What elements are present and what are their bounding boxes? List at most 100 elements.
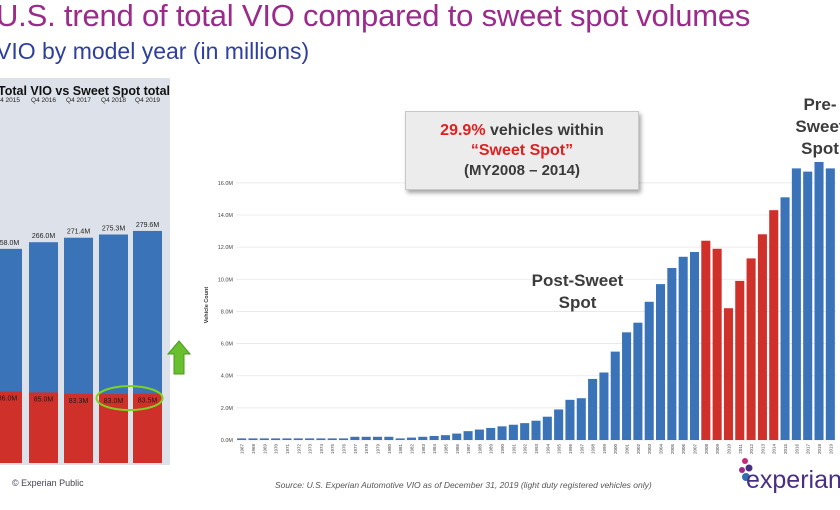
model-year-bar xyxy=(339,438,349,440)
x-tick-label: 1972 xyxy=(296,444,301,455)
page-title: U.S. trend of total VIO compared to swee… xyxy=(0,0,751,33)
model-year-bar xyxy=(474,429,484,440)
x-tick-label: 1992 xyxy=(523,444,528,455)
model-year-bar xyxy=(531,420,541,440)
x-tick-label: 1967 xyxy=(240,444,245,455)
model-year-bar xyxy=(440,435,450,440)
x-tick-label: 2008 xyxy=(704,444,709,455)
sweet-spot-value-label: 86.0M xyxy=(0,396,17,403)
x-tick-label: 2014 xyxy=(772,444,777,455)
model-year-bar xyxy=(622,332,632,440)
x-tick-label: 1997 xyxy=(579,444,584,455)
model-year-bar xyxy=(633,322,643,440)
category-label: Q4 2016 xyxy=(31,97,56,104)
x-tick-label: 1981 xyxy=(398,444,403,455)
total-value-label: 275.3M xyxy=(102,226,126,233)
sweet-spot-bar xyxy=(29,392,58,463)
x-tick-label: 1979 xyxy=(376,444,381,455)
x-tick-label: 1990 xyxy=(500,444,505,455)
sweet-spot-bar xyxy=(64,393,93,463)
model-year-bar xyxy=(429,435,439,440)
x-tick-label: 1974 xyxy=(319,444,324,455)
model-year-bar xyxy=(746,258,756,440)
experian-logo-icon xyxy=(739,458,753,481)
y-tick-label: 4.0M xyxy=(221,374,234,380)
callout-model-years: (MY2008 – 2014) xyxy=(464,162,580,179)
x-tick-label: 1994 xyxy=(545,444,550,455)
model-year-bar xyxy=(463,431,473,440)
model-year-bar xyxy=(757,234,767,440)
model-year-bar xyxy=(610,351,620,440)
x-tick-label: 1986 xyxy=(455,444,460,455)
model-year-bar xyxy=(565,399,575,440)
model-year-bar xyxy=(271,438,281,440)
category-label: Q4 2015 xyxy=(0,97,20,104)
model-year-bar xyxy=(701,240,711,440)
model-year-bar xyxy=(723,308,733,440)
model-year-bar xyxy=(803,171,813,440)
model-year-bar xyxy=(293,438,303,440)
model-year-bar xyxy=(248,438,258,440)
model-year-bar xyxy=(282,438,292,440)
x-tick-label: 1989 xyxy=(489,444,494,455)
x-tick-label: 1993 xyxy=(534,444,539,455)
x-tick-label: 2017 xyxy=(806,444,811,455)
y-tick-label: 0.0M xyxy=(221,438,234,444)
model-year-bar xyxy=(406,437,416,440)
x-tick-label: 2013 xyxy=(760,444,765,455)
copyright-text: © Experian Public xyxy=(12,478,84,488)
x-tick-label: 1971 xyxy=(285,444,290,455)
model-year-bar xyxy=(667,268,677,440)
model-year-bar xyxy=(361,436,371,440)
model-year-bar xyxy=(644,301,654,440)
sweet-spot-value-label: 83.5M xyxy=(138,398,158,405)
x-tick-label: 2002 xyxy=(636,444,641,455)
model-year-bar xyxy=(508,424,518,440)
pre-sweet-spot-label: Pre-Sweet Spot xyxy=(795,95,840,158)
model-year-bar xyxy=(305,438,315,440)
sweet-spot-value-label: 83.0M xyxy=(104,398,124,405)
y-tick-label: 6.0M xyxy=(221,342,234,348)
x-tick-label: 1984 xyxy=(432,444,437,455)
left-chart-title: Total VIO vs Sweet Spot total xyxy=(0,84,171,98)
x-tick-label: 1998 xyxy=(591,444,596,455)
x-tick-label: 1973 xyxy=(308,444,313,455)
source-note: Source: U.S. Experian Automotive VIO as … xyxy=(275,480,652,490)
x-tick-label: 2016 xyxy=(794,444,799,455)
x-tick-label: 2004 xyxy=(659,444,664,455)
y-tick-label: 10.0M xyxy=(218,277,234,283)
model-year-bar xyxy=(384,436,394,440)
x-tick-label: 2009 xyxy=(715,444,720,455)
model-year-bar xyxy=(520,423,530,440)
x-tick-label: 2007 xyxy=(692,444,697,455)
total-value-label: 266.0M xyxy=(32,233,56,240)
model-year-bar xyxy=(350,436,360,440)
model-year-bar xyxy=(327,438,337,440)
sweet-spot-bar xyxy=(0,391,22,463)
model-year-bar xyxy=(372,436,383,440)
model-year-bar xyxy=(316,438,326,440)
model-year-bar xyxy=(395,438,405,440)
model-year-bar xyxy=(769,210,779,440)
model-year-bar xyxy=(588,378,598,440)
category-label: Q4 2018 xyxy=(101,97,126,104)
left-chart: Q4 2015 258.0M 86.0M Q4 2016 266.0M 85.0M Q4 2… xyxy=(0,97,164,463)
experian-logo: experian xyxy=(746,466,840,494)
model-year-bar xyxy=(814,161,824,440)
x-tick-label: 1987 xyxy=(466,444,471,455)
model-year-bar xyxy=(452,433,462,440)
category-label: Q4 2017 xyxy=(66,97,91,104)
x-tick-label: 1980 xyxy=(387,444,392,455)
x-tick-label: 1982 xyxy=(409,444,414,455)
category-label: Q4 2019 xyxy=(135,97,160,104)
x-tick-label: 2012 xyxy=(749,444,754,455)
x-tick-label: 2000 xyxy=(613,444,618,455)
model-year-bar xyxy=(259,438,269,440)
model-year-bar xyxy=(418,436,428,440)
x-tick-label: 1970 xyxy=(274,444,279,455)
sweet-spot-callout: 29.9% vehicles within “Sweet Spot” (MY20… xyxy=(405,111,639,190)
x-tick-label: 1995 xyxy=(557,444,562,455)
x-tick-label: 1975 xyxy=(330,444,335,455)
x-tick-label: 1969 xyxy=(262,444,267,455)
y-tick-label: 8.0M xyxy=(221,309,234,315)
